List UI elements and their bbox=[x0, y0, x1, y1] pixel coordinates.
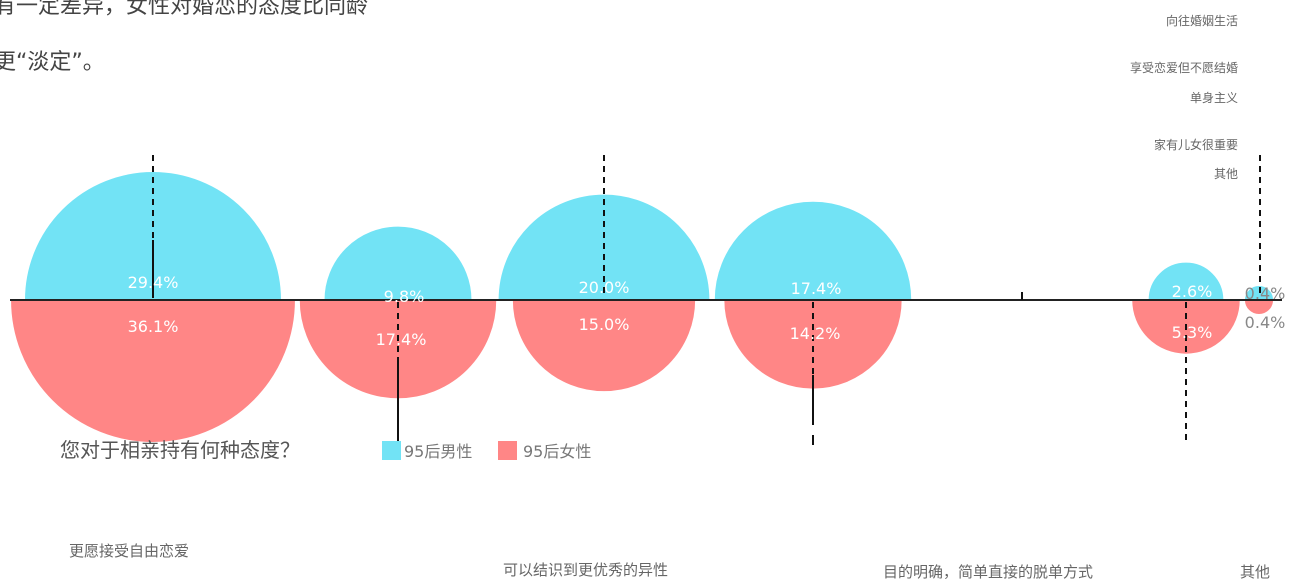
male-value-label-3: 17.4% bbox=[791, 279, 842, 298]
intro-line-1: 有一定差异，女性对婚恋的态度比同龄 bbox=[0, 0, 369, 19]
male-value-label-2: 20.0% bbox=[579, 278, 630, 297]
female-bubble-0 bbox=[9, 299, 297, 444]
female-bubble-3 bbox=[722, 299, 904, 391]
legend-female-label: 95后女性 bbox=[523, 442, 592, 461]
male-bubble-3 bbox=[712, 199, 914, 301]
female-value-label-0: 36.1% bbox=[128, 317, 179, 336]
bottom-label-direct-way: 目的明确，简单直接的脱单方式 bbox=[883, 563, 1094, 581]
male-value-label-0: 29.4% bbox=[128, 273, 179, 292]
bottom-label-better-partner: 可以结识到更优秀的异性 bbox=[503, 561, 669, 579]
legend-male: 95后男性 bbox=[382, 438, 472, 462]
bottom-label-free-love: 更愿接受自由恋爱 bbox=[69, 542, 190, 560]
female-value-label-2: 15.0% bbox=[579, 315, 630, 334]
top-label-single: 单身主义 bbox=[1189, 91, 1238, 105]
legend-male-swatch bbox=[382, 440, 401, 460]
male-value-label-6: 0.4% bbox=[1245, 284, 1286, 303]
male-value-label-5: 2.6% bbox=[1172, 282, 1213, 301]
bubble-chart: 29.4% 9.8% 20.0% 17.4% 2.6% 0.4% 36.1% 17.4% 15.… bbox=[9, 155, 1286, 450]
female-value-label-5: 5.3% bbox=[1172, 323, 1213, 342]
bottom-label-other: 其他 bbox=[1240, 563, 1271, 581]
legend-female: 95后女性 bbox=[498, 438, 591, 462]
chart-leader-lines bbox=[152, 155, 1261, 450]
chart-value-labels: 29.4% 9.8% 20.0% 17.4% 2.6% 0.4% 36.1% 17.4% 15.… bbox=[128, 273, 1286, 349]
top-label-love-no-marriage: 享受恋爱但不愿结婚 bbox=[1129, 61, 1238, 75]
top-label-marriage: 向往婚姻生活 bbox=[1165, 14, 1238, 28]
male-value-label-1: 9.8% bbox=[384, 287, 425, 306]
female-bubble-6 bbox=[1242, 299, 1276, 316]
male-bubble-5 bbox=[1146, 261, 1226, 301]
top-label-children: 家有儿女很重要 bbox=[1153, 138, 1238, 152]
female-value-label-3: 14.2% bbox=[790, 324, 841, 343]
female-value-label-1: 17.4% bbox=[376, 330, 427, 349]
legend-male-label: 95后男性 bbox=[404, 442, 473, 461]
intro-line-2: 更“淡定”。 bbox=[0, 50, 105, 75]
chart-shapes bbox=[9, 170, 1276, 444]
top-label-other: 其他 bbox=[1213, 167, 1238, 181]
female-bubble-2 bbox=[510, 299, 698, 394]
female-value-label-6: 0.4% bbox=[1245, 313, 1286, 332]
legend-female-swatch bbox=[498, 440, 517, 460]
male-bubble-1 bbox=[322, 224, 474, 301]
chart-question: 您对于相亲持有何种态度？ bbox=[60, 438, 300, 462]
